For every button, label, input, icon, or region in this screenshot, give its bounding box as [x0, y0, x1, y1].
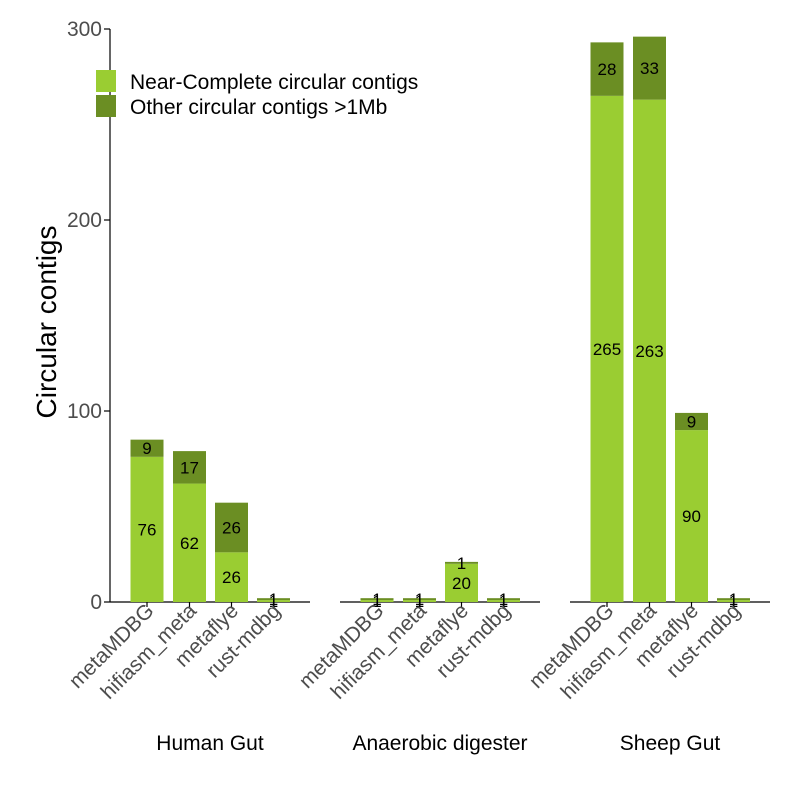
- data-label: 62: [180, 534, 199, 553]
- bar-segment: [130, 456, 164, 602]
- bar-segment: [675, 430, 708, 602]
- bar-segment: [487, 600, 520, 602]
- bar-segment: [403, 598, 436, 601]
- bar-segment: [590, 42, 624, 96]
- data-label: 1: [415, 592, 424, 611]
- data-label: 1: [372, 590, 381, 609]
- bar-segment: [590, 95, 624, 602]
- bar-segment: [257, 600, 290, 602]
- data-label: 90: [682, 507, 701, 526]
- y-axis: 0 100 200 300: [67, 18, 111, 614]
- data-label: 76: [138, 520, 157, 539]
- panel: 26528metaMDBG26333hifiasm_meta909metafly…: [525, 36, 770, 755]
- panel-label: Sheep Gut: [620, 732, 721, 755]
- data-label: 1: [729, 592, 738, 611]
- data-label: 1: [499, 590, 508, 609]
- data-label: 26: [222, 519, 241, 538]
- data-label: 1: [729, 590, 738, 609]
- y-tick-label: 300: [67, 18, 102, 41]
- y-axis-label: Circular contigs: [31, 226, 62, 419]
- data-label: 1: [415, 590, 424, 609]
- data-label: 1: [457, 554, 466, 573]
- bar-segment: [173, 451, 206, 484]
- data-label: 1: [269, 590, 278, 609]
- data-label: 1: [269, 592, 278, 611]
- y-tick-label: 0: [90, 591, 102, 614]
- bar-segment: [633, 36, 666, 100]
- data-label: 9: [687, 413, 696, 432]
- bar-segment: [717, 598, 750, 601]
- legend-label: Other circular contigs >1Mb: [130, 96, 387, 119]
- data-label: 33: [640, 59, 659, 78]
- bar-segment: [215, 552, 248, 602]
- data-label: 17: [180, 458, 199, 477]
- bar-segment: [445, 563, 478, 602]
- bar-segment: [487, 598, 520, 601]
- bar-segment: [360, 598, 394, 601]
- data-label: 28: [598, 60, 617, 79]
- panel-label: Anaerobic digester: [352, 732, 527, 755]
- bar-segment: [445, 561, 478, 564]
- data-label: 1: [499, 592, 508, 611]
- bar-segment: [173, 483, 206, 602]
- bar-segment: [257, 598, 290, 601]
- data-label: 265: [593, 340, 621, 359]
- data-label: 9: [142, 439, 151, 458]
- panel-label: Human Gut: [156, 732, 264, 755]
- bar-segment: [215, 502, 248, 553]
- y-tick-label: 100: [67, 400, 102, 423]
- bar-segment: [360, 600, 394, 602]
- bar-segment: [675, 412, 708, 431]
- data-label: 1: [372, 592, 381, 611]
- legend-swatch: [96, 95, 116, 117]
- data-label: 263: [635, 342, 663, 361]
- y-tick-label: 200: [67, 209, 102, 232]
- bar-segment: [403, 600, 436, 602]
- legend-swatch: [96, 70, 116, 92]
- data-label: 26: [222, 568, 241, 587]
- bar-segment: [130, 439, 164, 457]
- bar-segment: [633, 99, 666, 603]
- legend-label: Near-Complete circular contigs: [130, 71, 418, 94]
- data-label: 20: [452, 574, 471, 593]
- bar-segment: [717, 600, 750, 602]
